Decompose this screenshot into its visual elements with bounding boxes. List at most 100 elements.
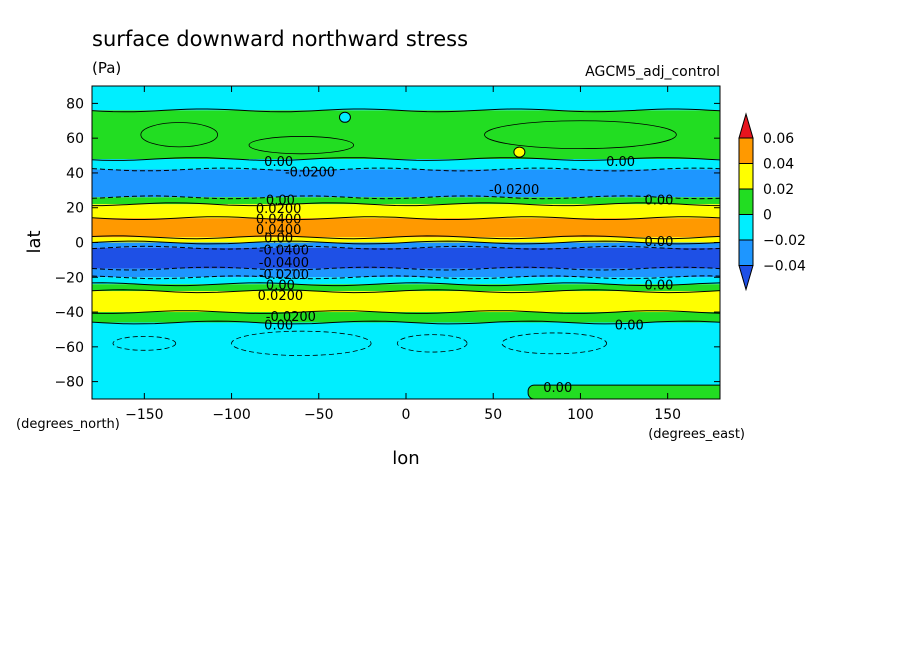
contour-label: -0.0200 [285,165,335,180]
contour-line [92,235,720,240]
contour-line [92,195,720,200]
band-fill [92,197,720,205]
colorbar-label: −0.02 [763,233,806,249]
colorbar-label: 0.04 [763,157,794,173]
band-fill [92,268,720,278]
contour-label: -0.0400 [259,256,309,271]
colorbar-swatch [738,214,754,241]
colorbar-min-arrow [738,265,754,292]
contour-line [92,167,720,172]
colorbar-max-arrow [738,112,754,139]
y-tick-label: 40 [66,166,84,182]
contour-line [92,245,720,250]
x-tick-label: 150 [654,407,681,423]
contour-line [92,275,720,280]
contour-label: 0.00 [266,193,295,208]
contour-label: -0.0400 [259,244,309,259]
x-tick-label: 50 [484,407,502,423]
chart-title: surface downward northward stress [92,27,468,51]
contour-label: -0.0200 [266,310,316,325]
band-fill [92,204,720,219]
contour-label: -0.0200 [489,183,539,198]
colorbar-legend: 0.06 0.04 0.02 0 −0.02 −0.04 [738,112,806,292]
contour-line [92,216,720,220]
contour-loop [501,332,608,355]
contour-line [92,320,720,325]
x-tick-label: −100 [212,407,250,423]
contour-loop [484,120,677,150]
contour-line [92,108,720,113]
contour-label: 0.00 [543,381,572,396]
y-tick-label: 20 [66,201,84,217]
x-units-label: (degrees_east) [648,427,745,442]
plot-area: 0.00-0.02000.00-0.02000.000.000.02000.04… [91,85,721,400]
y-tick-label: −40 [54,305,84,321]
y-axis-label: lat [24,230,45,253]
x-tick-label: −150 [125,407,163,423]
band-fill [92,159,720,170]
contour-label: 0.00 [264,155,293,170]
contour-label: 0.00 [644,193,673,208]
contour-label: 0.0400 [256,223,302,238]
colorbar-label: 0.06 [763,131,794,147]
band-fill [92,291,720,313]
dataset-label: AGCM5_adj_control [585,64,720,80]
colorbar-label: 0 [763,208,772,224]
y-tick-label: −80 [54,375,84,391]
contour-label: 0.00 [615,318,644,333]
feature-patch [527,384,720,399]
band-fill [92,312,720,323]
band-fill [92,169,720,198]
y-tick-label: −60 [54,340,84,356]
contour-label: 0.0400 [256,212,302,227]
band-fill [92,218,720,238]
contour-label: 0.00 [644,235,673,250]
x-tick-label: 0 [402,407,411,423]
band-fill [92,284,720,292]
y-tick-label: 0 [75,236,84,252]
band-fill [92,277,720,285]
colorbar-label: 0.02 [763,182,794,198]
contour-line [92,289,720,294]
x-tick-label: −50 [304,407,334,423]
x-tick-label: 100 [567,407,594,423]
band-fill [92,247,720,269]
contour-loop [140,122,219,148]
contour-label: 0.0200 [258,289,304,304]
contour-loop [248,136,355,155]
contour-label: -0.0200 [259,268,309,283]
x-axis-label: lon [392,448,419,469]
band-fill [92,237,720,243]
units-label: (Pa) [92,59,121,77]
contour-loop [112,335,177,351]
y-axis: −80 −60 −40 −20 0 20 40 60 80 [54,96,720,391]
contour-label: 0.00 [606,155,635,170]
colorbar-swatch [738,163,754,190]
x-axis: −150 −100 −50 0 50 100 150 [125,86,681,423]
contour-line [92,282,720,287]
feature-blob [338,111,351,123]
contour-label: 0.0200 [256,202,302,217]
band-fill [92,242,720,248]
colorbar-label: −0.04 [763,259,806,275]
y-tick-label: 80 [66,96,84,112]
contour-loop [396,334,468,353]
contour-line [92,202,720,207]
band-fill [92,110,720,160]
contour-line [92,266,720,271]
colorbar-swatch [738,137,754,164]
contour-label: 0.00 [264,318,293,333]
colorbar-swatch [738,239,754,266]
y-tick-label: 60 [66,131,84,147]
contour-label: 0.00 [644,278,673,293]
colorbar-swatch [738,188,754,215]
contour-loop [231,330,372,356]
contour-line [92,240,720,245]
y-tick-label: −20 [54,270,84,286]
feature-blob [513,146,526,158]
contour-line [92,157,720,161]
contour-label: 0.00 [266,278,295,293]
contour-line [92,310,720,314]
contour-label: 0.00 [264,232,293,247]
